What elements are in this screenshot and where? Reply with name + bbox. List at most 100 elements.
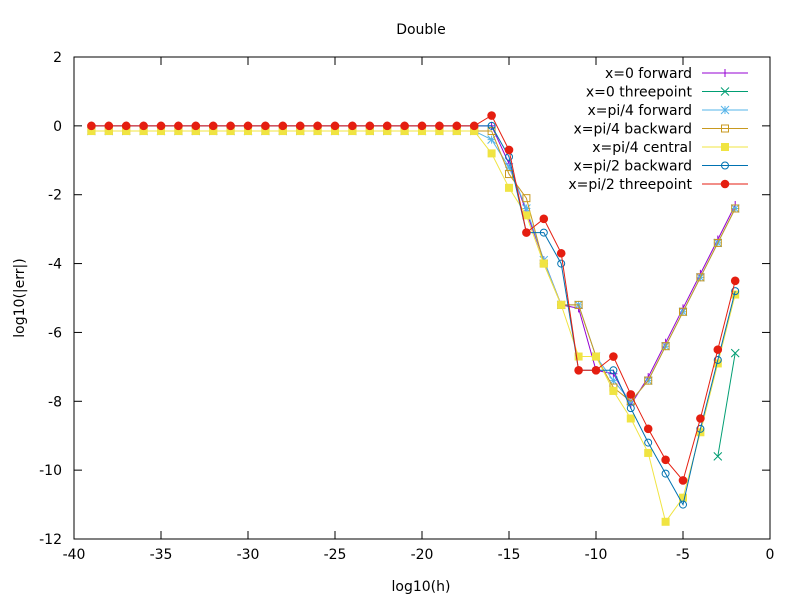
data-point — [348, 121, 357, 131]
legend-item: x=pi/2 backward — [573, 159, 748, 175]
data-point — [661, 517, 670, 526]
series-layer — [87, 111, 740, 526]
x-tick-label: -30 — [237, 547, 260, 563]
data-point — [504, 145, 514, 155]
y-tick-label: -4 — [48, 257, 62, 273]
legend-label: x=pi/2 threepoint — [568, 177, 692, 193]
data-point — [452, 121, 462, 131]
data-point — [556, 248, 566, 258]
y-tick-label: 0 — [53, 119, 62, 135]
data-point — [609, 366, 618, 375]
legend: x=0 forward x=0 threepoint x=pi/4 forward x… — [568, 66, 748, 193]
data-point — [539, 214, 549, 224]
data-point — [679, 307, 687, 316]
x-tick-label: -5 — [676, 547, 690, 563]
data-point — [626, 414, 635, 423]
data-point — [104, 121, 114, 131]
data-point — [730, 276, 740, 286]
data-point — [121, 121, 131, 131]
data-point — [713, 355, 722, 364]
data-point — [574, 352, 583, 361]
data-point — [574, 366, 583, 375]
data-point — [208, 121, 218, 131]
data-point — [731, 287, 740, 296]
legend-item: x=pi/2 threepoint — [568, 177, 748, 193]
legend-label: x=pi/4 backward — [573, 122, 692, 138]
y-tick-label: 2 — [53, 50, 62, 66]
legend-item: x=pi/4 central — [592, 140, 748, 156]
data-point — [469, 121, 479, 131]
data-point — [487, 127, 496, 136]
legend-swatch-marker — [721, 124, 729, 133]
data-point — [591, 366, 601, 375]
data-point — [139, 121, 148, 131]
data-point — [487, 121, 496, 130]
legend-swatch-marker — [721, 69, 729, 77]
data-point — [643, 424, 653, 434]
y-tick-label: -8 — [48, 394, 62, 410]
x-tick-label: -25 — [324, 547, 347, 563]
data-point — [87, 121, 96, 131]
x-tick-label: -40 — [63, 547, 86, 563]
y-tick-label: -2 — [48, 188, 62, 204]
data-point — [365, 121, 375, 131]
data-point — [522, 228, 531, 237]
x-tick-label: -15 — [498, 547, 521, 563]
data-point — [435, 121, 444, 131]
data-point — [487, 111, 496, 120]
data-point — [522, 194, 531, 203]
y-axis-label: log10(|err|) — [12, 258, 28, 337]
x-tick-label: -35 — [150, 547, 173, 563]
legend-label: x=pi/2 backward — [573, 159, 692, 175]
x-axis-label: log10(h) — [392, 579, 451, 595]
y-tick-label: -6 — [48, 325, 62, 341]
legend-item: x=pi/4 backward — [573, 122, 748, 138]
data-point — [295, 121, 305, 131]
data-point — [191, 121, 201, 131]
y-tick-label: -10 — [39, 463, 62, 479]
data-point — [487, 149, 496, 158]
data-point — [644, 448, 653, 457]
data-point — [731, 204, 740, 213]
data-point — [243, 121, 253, 131]
data-point — [609, 386, 618, 395]
legend-label: x=pi/4 forward — [587, 103, 692, 119]
data-point — [661, 469, 670, 478]
legend-swatch-marker — [720, 179, 730, 189]
data-point — [713, 238, 722, 247]
data-point — [487, 135, 496, 144]
data-point — [522, 211, 531, 220]
data-point — [382, 121, 392, 131]
data-point — [539, 228, 548, 237]
data-point — [417, 121, 427, 131]
data-point — [644, 376, 653, 385]
data-point — [156, 121, 166, 131]
data-point — [313, 121, 322, 131]
data-point — [261, 121, 270, 131]
data-point — [644, 438, 653, 447]
axis-ticks — [73, 56, 771, 540]
data-point — [730, 204, 740, 213]
legend-swatch-marker — [720, 105, 730, 115]
legend-label: x=pi/4 central — [592, 140, 692, 156]
series-x-pi-2-threepoint — [87, 111, 740, 485]
legend-label: x=0 threepoint — [586, 85, 693, 101]
data-point — [678, 476, 688, 485]
y-tick-label: -12 — [39, 532, 62, 548]
data-point — [661, 455, 670, 465]
legend-item: x=0 forward — [605, 66, 748, 82]
data-point — [400, 121, 409, 131]
data-point — [592, 352, 600, 361]
data-point — [174, 121, 183, 131]
x-tick-label: -20 — [411, 547, 434, 563]
data-point — [522, 204, 531, 213]
data-point — [278, 121, 288, 131]
data-point — [557, 300, 566, 309]
legend-swatch-marker — [720, 87, 730, 96]
series-line — [717, 353, 736, 457]
series-x-0-threepoint — [713, 348, 740, 461]
data-point — [505, 183, 513, 192]
data-point — [330, 121, 340, 131]
x-tick-label: -10 — [585, 547, 608, 563]
